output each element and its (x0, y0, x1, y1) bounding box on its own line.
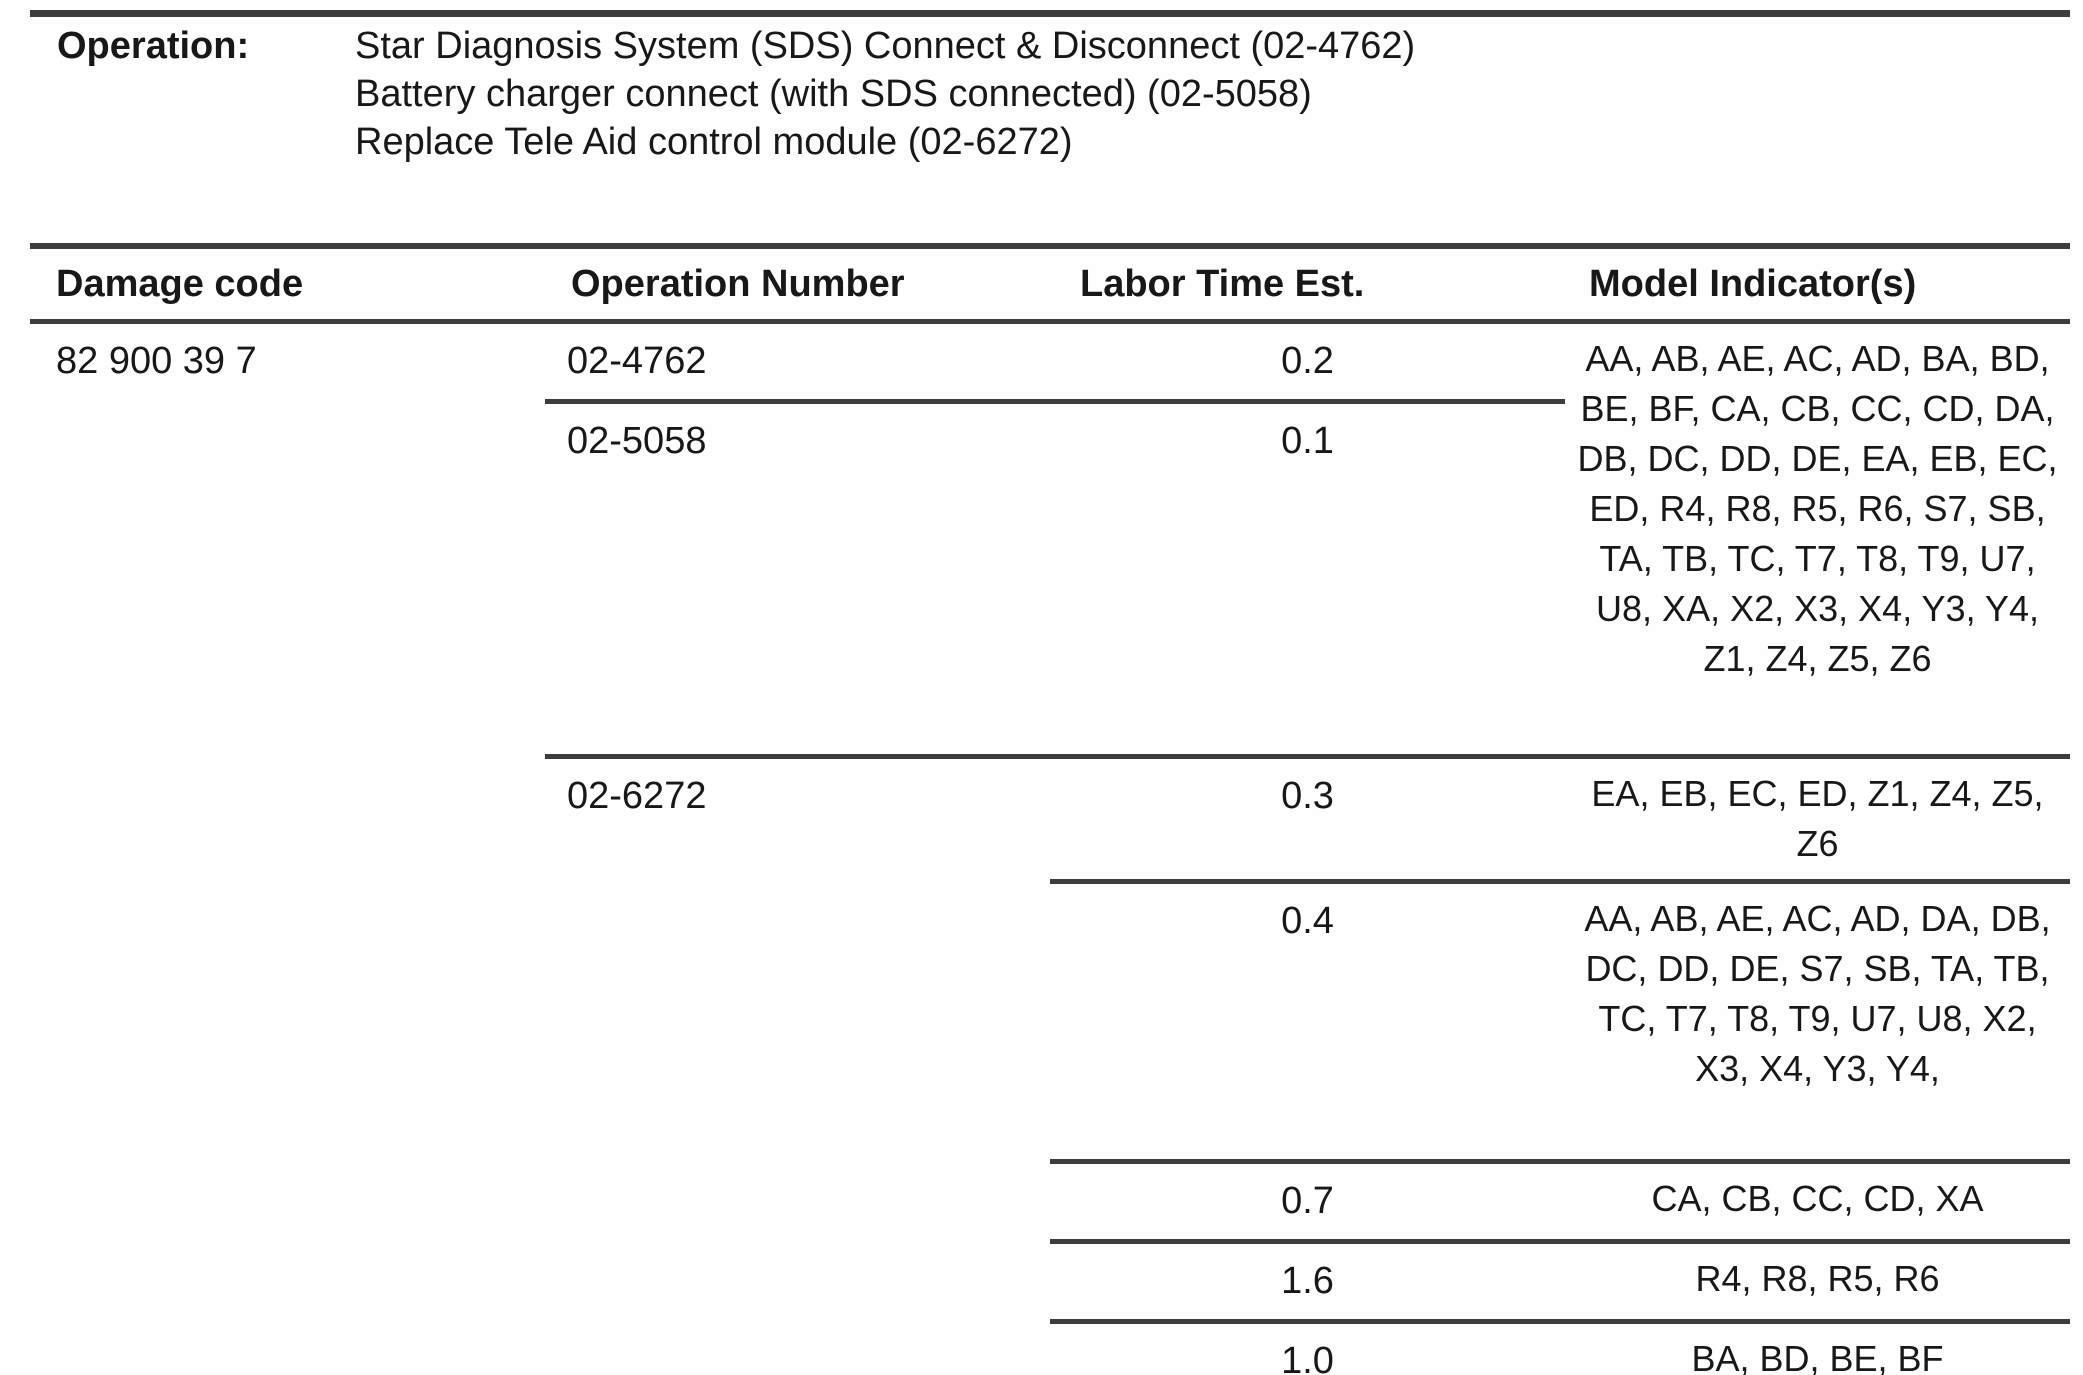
table-row: 0.4 AA, AB, AE, AC, AD, DA, DB, DC, DD, … (30, 879, 2070, 1162)
labor-time-cell: 0.1 (1281, 420, 1334, 462)
operation-line-2: Battery charger connect (with SDS connec… (355, 73, 1312, 115)
model-indicators-cell: R4, R8, R5, R6 (1565, 1239, 2070, 1322)
model-indicators-cell: AA, AB, AE, AC, AD, BA, BD, BE, BF, CA, … (1577, 338, 2058, 679)
table-row: 0.7 CA, CB, CC, CD, XA (30, 1159, 2070, 1242)
operation-summary: Operation: Star Diagnosis System (SDS) C… (57, 22, 2063, 166)
operation-number-cell: 02-6272 (545, 754, 1050, 1375)
labor-time-cell: 0.7 (1050, 1159, 1565, 1242)
model-indicators-cell: EA, EB, EC, ED, Z1, Z4, Z5, Z6 (1565, 754, 2070, 882)
table-row: 1.0 BA, BD, BE, BF (30, 1319, 2070, 1375)
labor-operations-table: Damage code Operation Number Labor Time … (30, 243, 2070, 1375)
damage-code-cell: 82 900 39 7 (56, 340, 257, 382)
operation-label: Operation: (57, 25, 250, 67)
operation-number-cell: 02-5058 (567, 420, 707, 462)
operation-number-cell: 02-4762 (545, 321, 1050, 404)
labor-time-cell: 0.2 (1050, 321, 1565, 404)
header-labor-time: Labor Time Est. (1050, 246, 1565, 324)
operation-descriptions: Star Diagnosis System (SDS) Connect & Di… (355, 22, 1415, 166)
header-model-indicators: Model Indicator(s) (1565, 246, 2070, 324)
header-damage-code: Damage code (30, 246, 545, 324)
model-indicators-cell: BA, BD, BE, BF (1565, 1319, 2070, 1375)
labor-time-cell: 0.4 (1050, 879, 1565, 1162)
labor-time-cell: 0.3 (1050, 754, 1565, 882)
operation-line-1: Star Diagnosis System (SDS) Connect & Di… (355, 25, 1416, 67)
header-operation-number: Operation Number (545, 246, 1050, 324)
table-row: 02-5058 0.1 (30, 402, 2070, 757)
top-divider (30, 10, 2070, 17)
operation-line-3: Replace Tele Aid control module (02-6272… (355, 121, 1073, 163)
table-row: 82 900 39 7 02-4762 0.2 AA, AB, AE, AC, … (30, 321, 2070, 679)
model-indicators-cell: CA, CB, CC, CD, XA (1565, 1159, 2070, 1242)
model-indicators-cell: AA, AB, AE, AC, AD, DA, DB, DC, DD, DE, … (1565, 879, 2070, 1162)
table-header-row: Damage code Operation Number Labor Time … (30, 246, 2070, 324)
table-row: 02-6272 0.3 EA, EB, EC, ED, Z1, Z4, Z5, … (30, 754, 2070, 1375)
table-row: 1.6 R4, R8, R5, R6 (30, 1239, 2070, 1322)
labor-time-cell: 1.0 (1050, 1319, 1565, 1375)
labor-time-cell: 1.6 (1050, 1239, 1565, 1322)
